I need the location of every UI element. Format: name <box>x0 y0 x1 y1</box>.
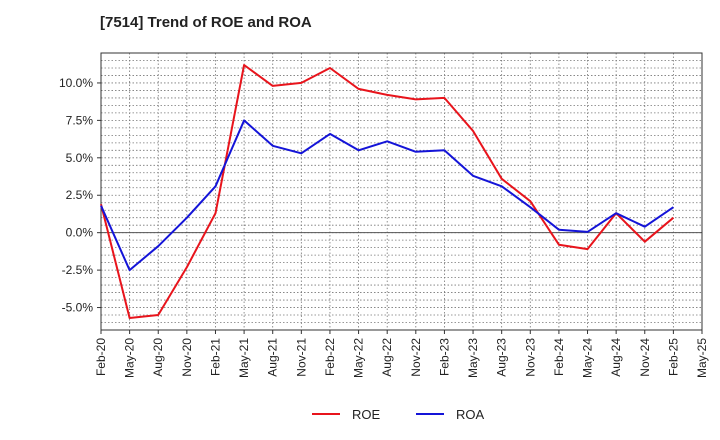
y-tick-label: -5.0% <box>62 301 94 315</box>
x-tick-label: Aug-24 <box>609 338 623 377</box>
y-tick-label: 7.5% <box>66 113 94 127</box>
x-tick-label: Feb-22 <box>323 338 337 376</box>
x-tick-label: Nov-23 <box>523 338 537 377</box>
x-tick-label: May-22 <box>352 338 366 378</box>
x-tick-label: May-21 <box>237 338 251 378</box>
x-tick-label: Nov-22 <box>409 338 423 377</box>
x-tick-label: Nov-20 <box>180 338 194 377</box>
x-tick-label: Aug-21 <box>266 338 280 377</box>
x-tick-label: Feb-23 <box>437 338 451 376</box>
y-tick-label: -2.5% <box>62 263 94 277</box>
y-tick-label: 5.0% <box>66 151 94 165</box>
legend-label-roe: ROE <box>352 407 381 422</box>
y-tick-label: 0.0% <box>66 226 94 240</box>
x-tick-label: Feb-24 <box>552 338 566 376</box>
x-tick-label: Feb-21 <box>208 338 222 376</box>
series-line-roe <box>100 64 675 319</box>
series-lines <box>100 64 675 319</box>
y-tick-label: 10.0% <box>59 76 93 90</box>
series-line-roa <box>100 119 674 272</box>
x-tick-label: Nov-24 <box>638 338 652 377</box>
plot-frame <box>100 52 703 331</box>
x-tick-label: Aug-20 <box>151 338 165 377</box>
y-tick-label: 2.5% <box>66 188 94 202</box>
legend-label-roa: ROA <box>456 407 485 422</box>
x-tick-label: Feb-25 <box>666 338 680 376</box>
x-tick-label: May-24 <box>581 338 595 378</box>
x-tick-label: Aug-23 <box>495 338 509 377</box>
grid <box>100 52 703 331</box>
legend: ROE ROA <box>312 407 485 422</box>
x-tick-label: May-20 <box>123 338 137 378</box>
x-tick-label: May-23 <box>466 338 480 378</box>
chart-title: [7514] Trend of ROE and ROA <box>100 14 312 31</box>
x-tick-label: May-25 <box>695 338 709 378</box>
x-tick-label: Nov-21 <box>294 338 308 377</box>
axes: -5.0% -2.5% 0.0% 2.5% 5.0% 7.5% 10.0% Feb-20 May… <box>59 52 709 378</box>
x-tick-label: Feb-20 <box>94 338 108 376</box>
x-tick-label: Aug-22 <box>380 338 394 377</box>
